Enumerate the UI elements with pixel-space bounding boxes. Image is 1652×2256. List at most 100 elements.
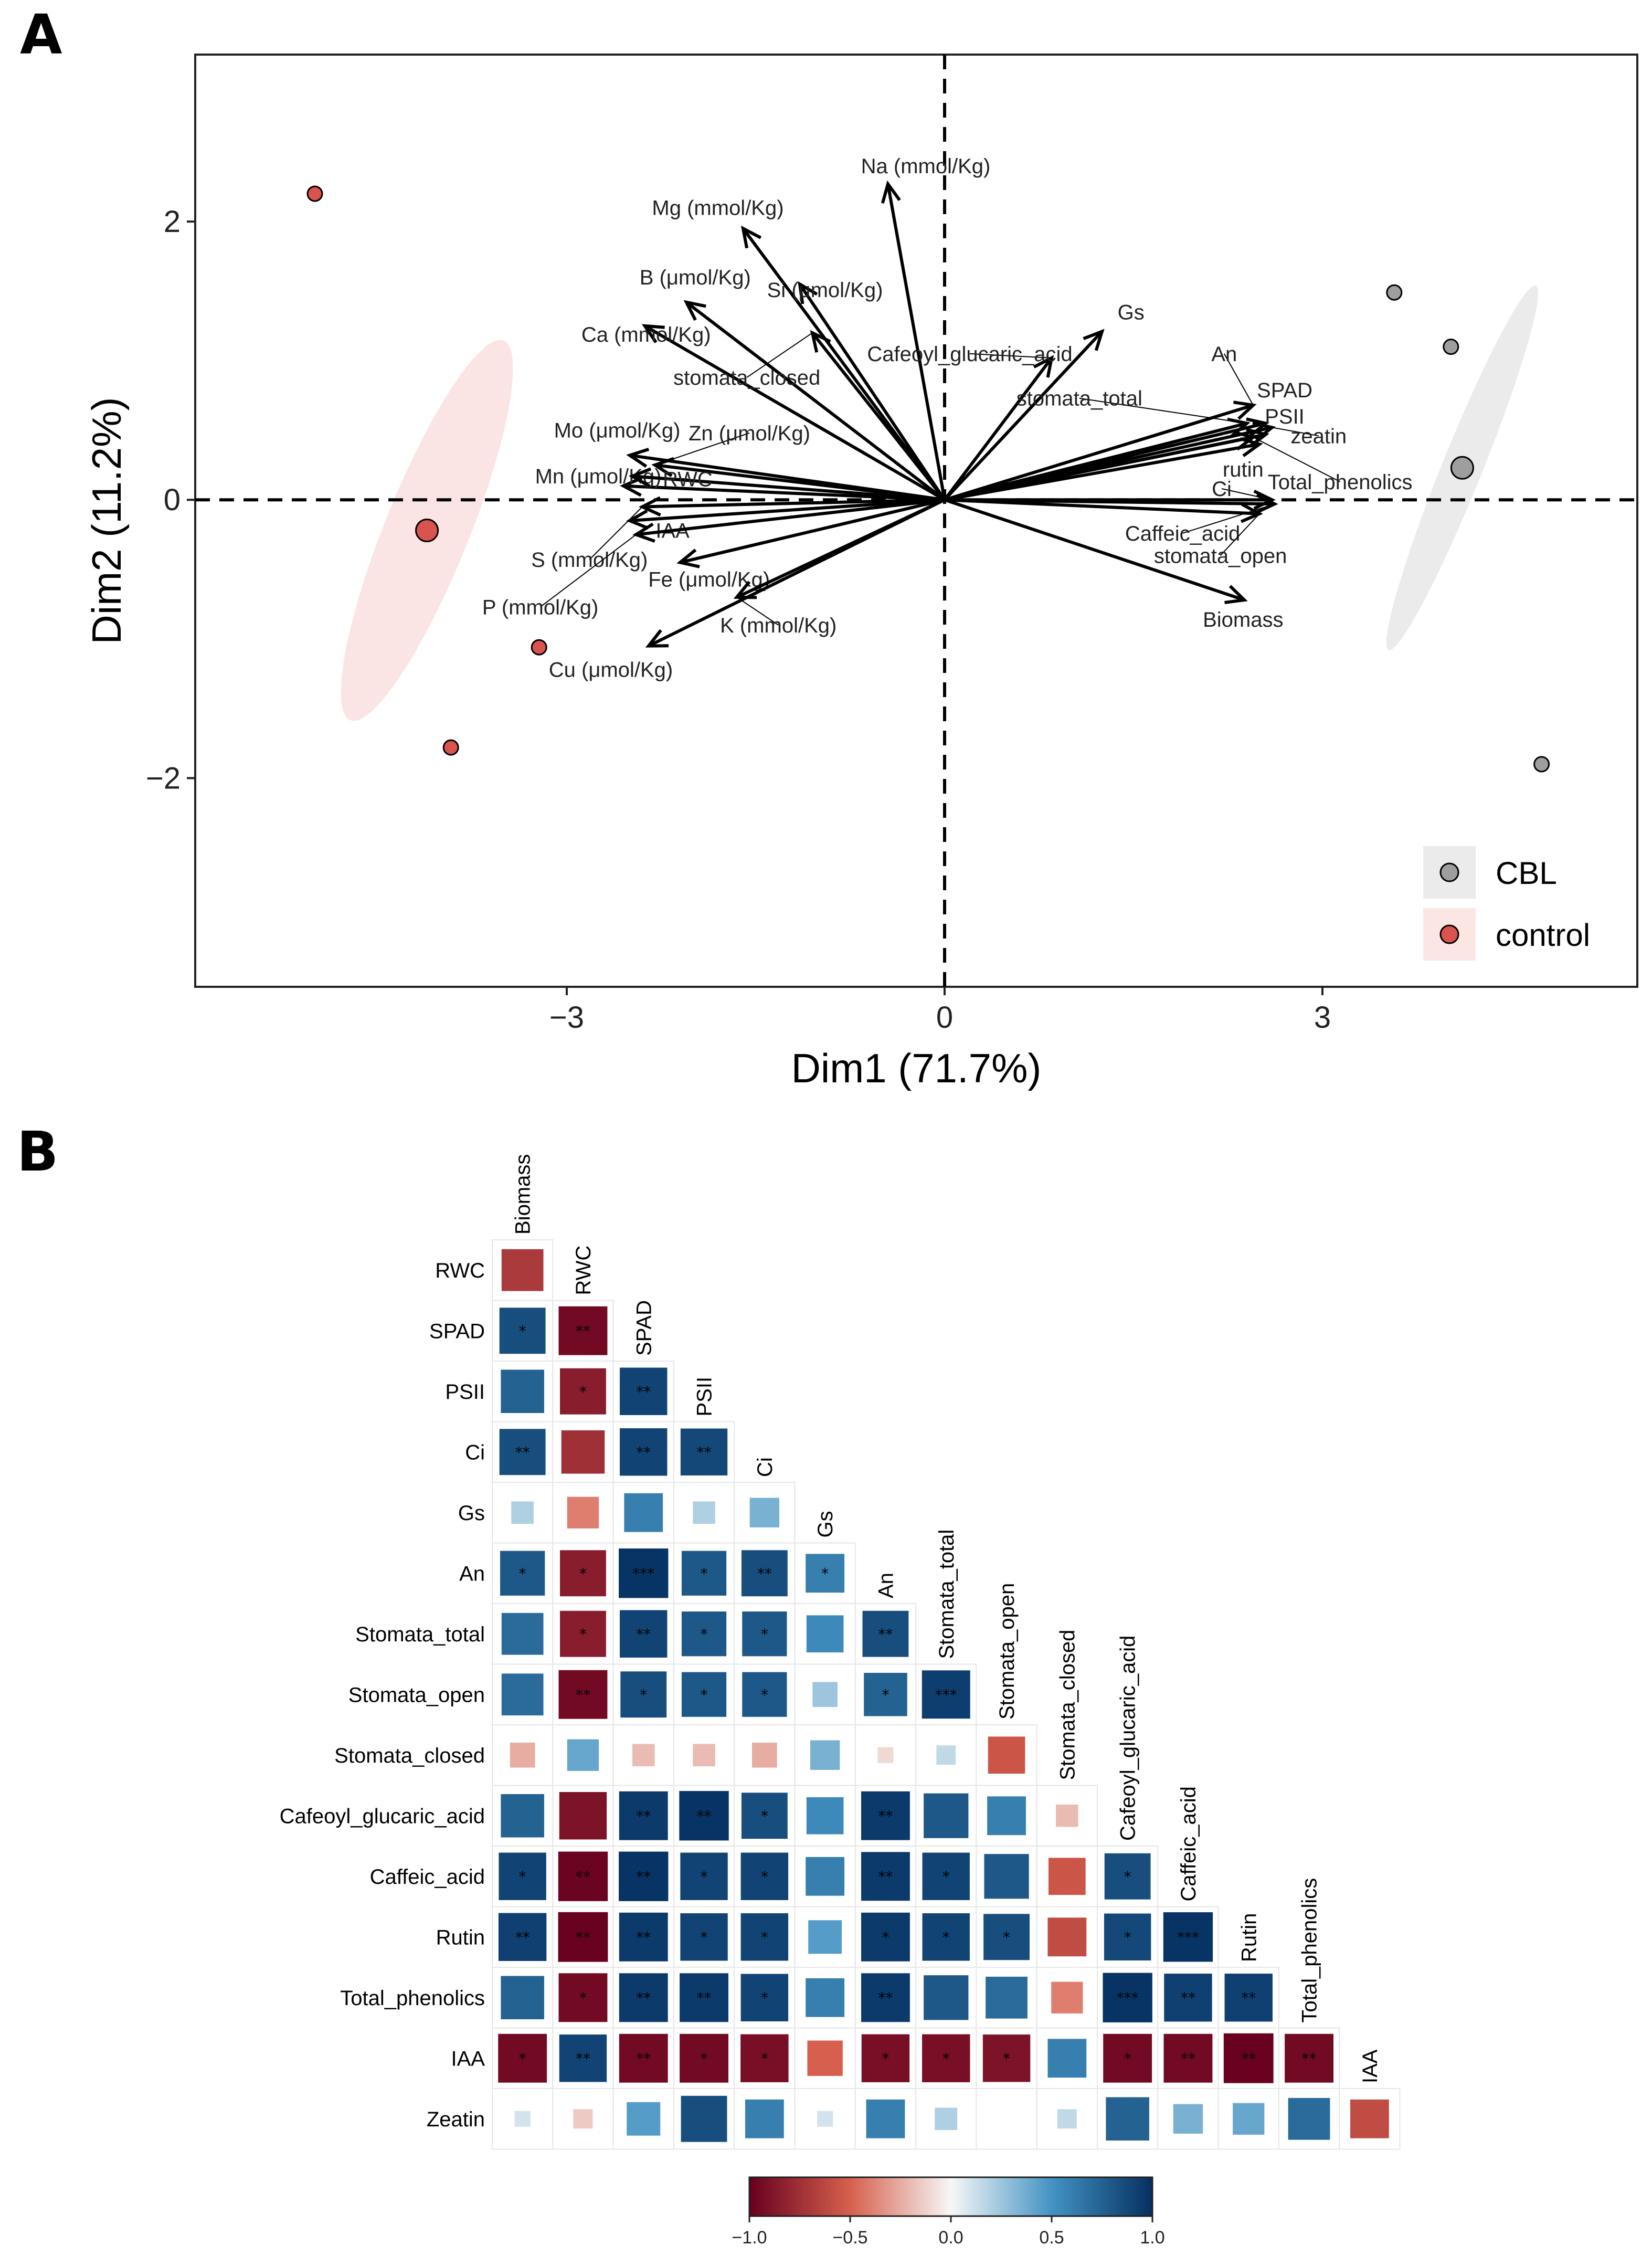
corr-square bbox=[741, 1793, 788, 1839]
corr-square bbox=[1173, 2104, 1203, 2134]
corr-square bbox=[1104, 1853, 1151, 1900]
vector-rwc: RWC bbox=[628, 467, 945, 502]
vector-an: An bbox=[944, 343, 1257, 502]
corr-square bbox=[742, 1611, 787, 1657]
corr-square bbox=[1047, 1917, 1087, 1957]
vector-label: Ci bbox=[1212, 478, 1232, 501]
significance-stars: ** bbox=[636, 1928, 651, 1946]
vector-cu-mol-kg: Cu (μmol/Kg) bbox=[549, 498, 946, 682]
corr-square bbox=[1049, 1858, 1086, 1895]
column-label: Caffeic_acid bbox=[1177, 1786, 1200, 1901]
significance-stars: * bbox=[761, 1626, 768, 1643]
significance-stars: ** bbox=[576, 1686, 590, 1703]
corr-square bbox=[807, 2040, 843, 2076]
vector-biomass: Biomass bbox=[944, 498, 1283, 631]
corr-square bbox=[806, 1978, 845, 2017]
vector-label: PSII bbox=[1265, 405, 1305, 428]
colorbar-tick-label: 0.0 bbox=[938, 2228, 963, 2248]
corr-square bbox=[922, 1913, 970, 1961]
significance-stars: * bbox=[640, 1686, 647, 1703]
significance-stars: ** bbox=[697, 1807, 712, 1825]
significance-stars: ** bbox=[636, 1443, 651, 1461]
correlation-cells: * *** **** ** *** * *** * ** ** ** * * **** * * * * ***** *… bbox=[492, 1239, 1401, 2150]
significance-stars: ** bbox=[878, 1868, 893, 1885]
point-control bbox=[531, 639, 547, 656]
cell-frame bbox=[976, 2088, 1037, 2150]
corr-square bbox=[681, 2095, 727, 2142]
corr-square bbox=[745, 2099, 784, 2138]
corr-square bbox=[1224, 1974, 1273, 2022]
column-label: Stomata_closed bbox=[1056, 1630, 1079, 1780]
corr-square bbox=[986, 1976, 1028, 2019]
vector-label: stomata_total bbox=[1016, 387, 1142, 410]
significance-stars: * bbox=[579, 1989, 587, 2007]
vector-label: Total_phenolics bbox=[1268, 471, 1413, 494]
significance-stars: * bbox=[519, 1565, 526, 1582]
significance-stars: * bbox=[701, 1626, 708, 1643]
corr-square bbox=[558, 1912, 608, 1962]
significance-stars: * bbox=[701, 1868, 708, 1885]
corr-square bbox=[1223, 2033, 1274, 2083]
significance-stars: ** bbox=[636, 2050, 651, 2067]
vector-gs: Gs bbox=[943, 301, 1145, 501]
corr-square bbox=[567, 1739, 599, 1771]
significance-stars: * bbox=[1124, 2050, 1131, 2067]
corr-square bbox=[1047, 2039, 1087, 2078]
corr-square bbox=[1285, 2033, 1333, 2083]
point-cbl bbox=[1386, 284, 1403, 301]
corr-square bbox=[498, 1913, 547, 1961]
vector-label: Cu (μmol/Kg) bbox=[549, 659, 673, 682]
corr-square bbox=[558, 1973, 608, 2022]
vector-label: Zn (μmol/Kg) bbox=[689, 422, 810, 445]
corr-square bbox=[514, 2111, 531, 2127]
column-label: Total_phenolics bbox=[1298, 1878, 1321, 2023]
corr-square bbox=[680, 2033, 728, 2083]
corr-square bbox=[681, 1551, 727, 1596]
significance-stars: * bbox=[761, 1686, 768, 1703]
significance-stars: ** bbox=[697, 1989, 712, 2007]
vector-label: rutin bbox=[1223, 458, 1264, 481]
column-label: IAA bbox=[1359, 2049, 1382, 2083]
vector-si-mol-kg: Si (μmol/Kg) bbox=[767, 279, 946, 501]
significance-stars: *** bbox=[1117, 1989, 1139, 2007]
corr-square bbox=[1106, 2097, 1149, 2141]
corr-square bbox=[558, 1306, 608, 1355]
corr-square bbox=[812, 1682, 838, 1707]
corr-square bbox=[935, 2107, 958, 2131]
y-tick-label: −2 bbox=[146, 761, 181, 795]
corr-square bbox=[877, 1747, 894, 1763]
corr-square bbox=[680, 1852, 728, 1900]
significance-stars: * bbox=[701, 1686, 708, 1703]
point-cbl bbox=[1533, 756, 1550, 773]
significance-stars: * bbox=[1003, 2050, 1010, 2067]
centroid-cbl bbox=[1450, 456, 1474, 480]
corr-square bbox=[1056, 1804, 1078, 1827]
vector-mg-mmol-kg: Mg (mmol/Kg) bbox=[652, 197, 946, 501]
row-label: Stomata_open bbox=[348, 1683, 485, 1706]
significance-stars: ** bbox=[1181, 1989, 1195, 2007]
corr-square bbox=[619, 1912, 668, 1962]
legend-label-cbl: CBL bbox=[1496, 856, 1557, 891]
row-label: Stomata_total bbox=[355, 1623, 485, 1646]
legend-marker-control bbox=[1439, 924, 1459, 944]
corr-square bbox=[1103, 2033, 1152, 2083]
corr-square bbox=[922, 1852, 970, 1900]
point-control bbox=[306, 185, 323, 202]
loading-vectors: Na (mmol/Kg) Mg (mmol/Kg) B (μmol/Kg) Si (μ… bbox=[482, 155, 1413, 682]
vector-mo-mol-kg: Mo (μmol/Kg) bbox=[554, 419, 945, 502]
row-label: Rutin bbox=[436, 1926, 485, 1949]
corr-square bbox=[680, 1428, 728, 1475]
column-label: Cafeoyl_glucaric_acid bbox=[1117, 1636, 1140, 1841]
significance-stars: ** bbox=[697, 1443, 712, 1461]
corr-square bbox=[559, 1792, 607, 1840]
column-label: An bbox=[874, 1573, 897, 1598]
pca-biplot: Na (mmol/Kg) Mg (mmol/Kg) B (μmol/Kg) Si (μ… bbox=[83, 54, 1638, 1091]
significance-stars: * bbox=[701, 1565, 708, 1582]
significance-stars: * bbox=[579, 1626, 587, 1643]
vector-label: Mo (μmol/Kg) bbox=[554, 419, 681, 442]
row-label: An bbox=[459, 1562, 485, 1585]
corr-square bbox=[806, 1797, 844, 1835]
significance-stars: * bbox=[943, 1868, 950, 1885]
corr-square bbox=[988, 1736, 1025, 1774]
